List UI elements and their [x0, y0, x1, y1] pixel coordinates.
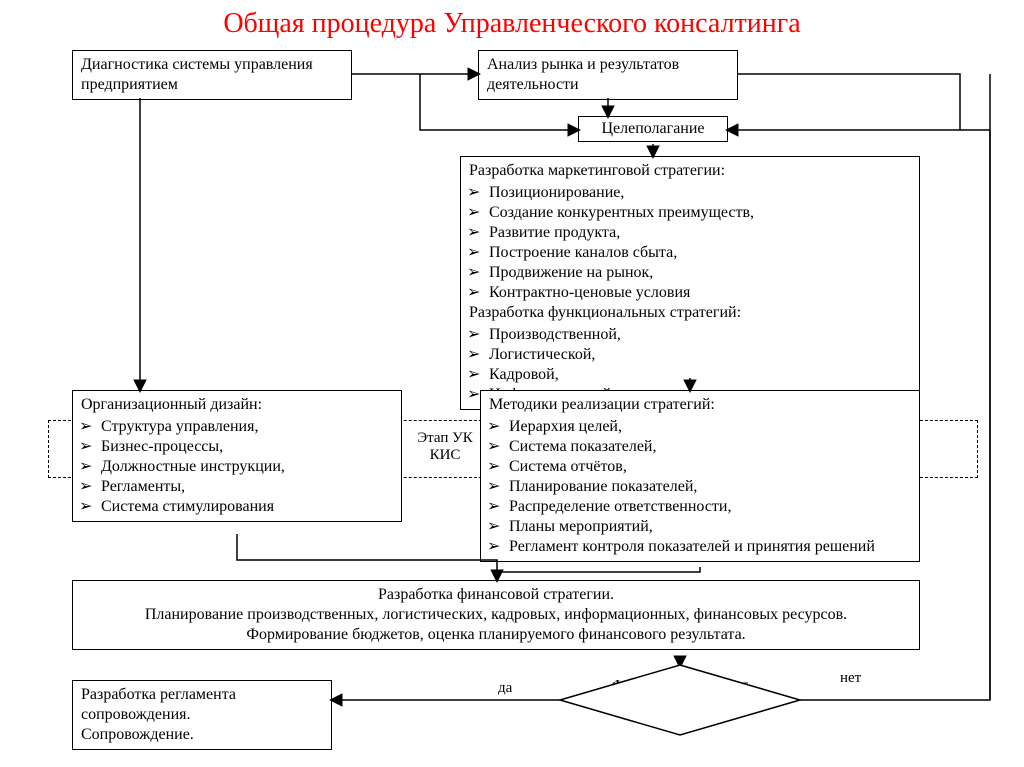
- orgdesign-list: Структура управления, Бизнес-процессы, Д…: [81, 417, 393, 517]
- finance-line-2: Планирование производственных, логистиче…: [81, 605, 911, 625]
- finance-line-3: Формирование бюджетов, оценка планируемо…: [81, 625, 911, 645]
- title-text: Общая процедура Управленческого консалти…: [223, 8, 800, 39]
- strategy-heading-2: Разработка функциональных стратегий:: [469, 303, 911, 323]
- box-methods: Методики реализации стратегий: Иерархия …: [480, 390, 920, 562]
- list-item: Контрактно-ценовые условия: [489, 283, 911, 303]
- diag-text: Диагностика системы управления предприят…: [81, 56, 313, 93]
- list-item: Бизнес-процессы,: [101, 437, 393, 457]
- box-goal-setting: Целеполагание: [578, 116, 728, 142]
- list-item: Производственной,: [489, 325, 911, 345]
- stage-line-2: КИС: [414, 447, 476, 464]
- page-title: Общая процедура Управленческого консалти…: [0, 8, 1024, 40]
- box-strategy: Разработка маркетинговой стратегии: Пози…: [460, 156, 920, 410]
- list-item: Система отчётов,: [509, 457, 911, 477]
- list-item: Построение каналов сбыта,: [489, 243, 911, 263]
- decision-yes-label: да: [498, 680, 512, 697]
- list-item: Распределение ответственности,: [509, 497, 911, 517]
- list-item: Создание конкурентных преимуществ,: [489, 203, 911, 223]
- box-finance: Разработка финансовой стратегии. Планиро…: [72, 580, 920, 650]
- finance-line-1: Разработка финансовой стратегии.: [81, 585, 911, 605]
- list-item: Логистической,: [489, 345, 911, 365]
- goals-text: Целеполагание: [601, 120, 704, 137]
- stage-label: Этап УК КИС: [414, 430, 476, 464]
- market-text: Анализ рынка и результатов деятельности: [487, 56, 679, 93]
- box-org-design: Организационный дизайн: Структура управл…: [72, 390, 402, 522]
- stage-line-1: Этап УК: [414, 430, 476, 447]
- strategy-list-1: Позиционирование, Создание конкурентных …: [469, 183, 911, 303]
- list-item: Регламенты,: [101, 477, 393, 497]
- methods-list: Иерархия целей, Система показателей, Сис…: [489, 417, 911, 557]
- decision-text: Финансовый результат устраивает владельц…: [590, 678, 770, 710]
- list-item: Система показателей,: [509, 437, 911, 457]
- list-item: Планирование показателей,: [509, 477, 911, 497]
- list-item: Кадровой,: [489, 365, 911, 385]
- strategy-heading-1: Разработка маркетинговой стратегии:: [469, 161, 911, 181]
- list-item: Система стимулирования: [101, 497, 393, 517]
- list-item: Регламент контроля показателей и приняти…: [509, 537, 911, 557]
- list-item: Продвижение на рынок,: [489, 263, 911, 283]
- list-item: Позиционирование,: [489, 183, 911, 203]
- decision-no-label: нет: [840, 670, 861, 687]
- list-item: Иерархия целей,: [509, 417, 911, 437]
- box-market-analysis: Анализ рынка и результатов деятельности: [478, 50, 738, 100]
- list-item: Должностные инструкции,: [101, 457, 393, 477]
- box-accompany: Разработка регламента сопровождения. Соп…: [72, 680, 332, 750]
- box-diagnostics: Диагностика системы управления предприят…: [72, 50, 352, 100]
- list-item: Планы мероприятий,: [509, 517, 911, 537]
- accompany-line-1: Разработка регламента сопровождения.: [81, 685, 323, 725]
- orgdesign-heading: Организационный дизайн:: [81, 395, 393, 415]
- list-item: Развитие продукта,: [489, 223, 911, 243]
- methods-heading: Методики реализации стратегий:: [489, 395, 911, 415]
- list-item: Структура управления,: [101, 417, 393, 437]
- accompany-line-2: Сопровождение.: [81, 725, 323, 745]
- decision-text-inner: Финансовый результат устраивает владельц…: [609, 678, 751, 709]
